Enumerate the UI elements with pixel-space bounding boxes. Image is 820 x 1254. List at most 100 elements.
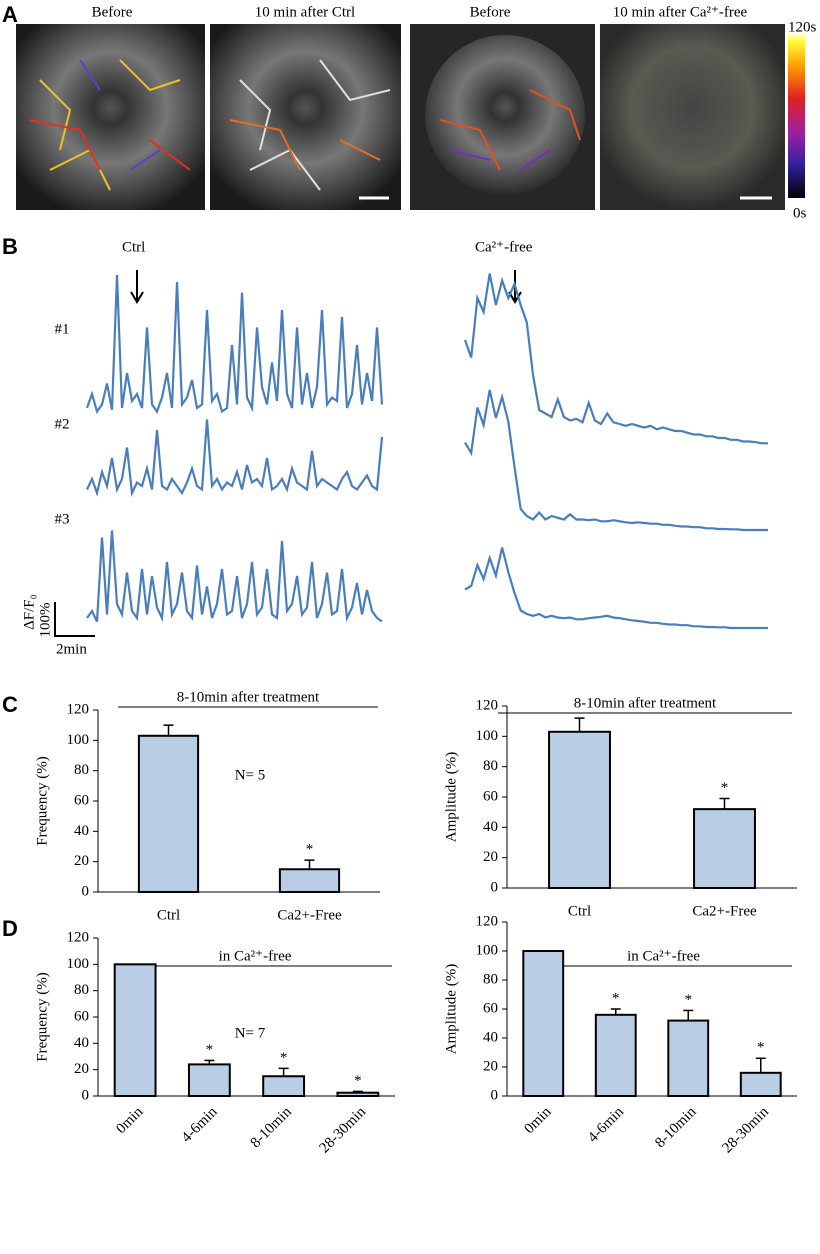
y-tick-label: 0	[82, 883, 90, 899]
trace	[464, 547, 768, 630]
scale-label: 100%	[37, 603, 53, 638]
bar	[594, 1013, 637, 1097]
x-tick-label: 0min	[521, 1104, 554, 1137]
y-axis-label: Amplitude (%)	[443, 964, 459, 1054]
bar	[187, 1063, 231, 1098]
chart-title: 8-10min after treatment	[574, 695, 717, 711]
y-tick-label: 100	[476, 942, 499, 958]
trace	[463, 273, 768, 445]
trace-label: #2	[55, 416, 70, 432]
y-tick-label: 120	[67, 929, 90, 945]
y-tick-label: 80	[483, 971, 498, 987]
bar	[693, 808, 756, 890]
y-tick-label: 120	[67, 701, 90, 717]
y-tick-label: 80	[483, 758, 498, 774]
y-tick-label: 100	[67, 956, 90, 972]
bar	[739, 1071, 782, 1098]
x-tick-label: Ctrl	[157, 907, 180, 923]
x-tick-label: 0min	[113, 1104, 146, 1137]
x-tick-label: 28-30min	[317, 1104, 370, 1157]
y-tick-label: 60	[74, 792, 89, 808]
colorbar	[788, 32, 805, 198]
x-tick-label: Ca2+-Free	[692, 903, 757, 919]
trace	[86, 530, 383, 623]
trace-title: Ca²⁺-free	[475, 239, 533, 255]
annotation: N= 5	[235, 767, 266, 783]
y-tick-label: 40	[74, 1035, 89, 1051]
significance: *	[685, 992, 693, 1008]
y-tick-label: 80	[74, 762, 89, 778]
significance: *	[280, 1050, 288, 1066]
image	[425, 35, 585, 195]
bar	[278, 868, 341, 893]
chart-title: 8-10min after treatment	[177, 689, 320, 705]
image-caption: Before	[470, 4, 511, 20]
y-axis-label: Frequency (%)	[34, 972, 50, 1062]
bar	[548, 730, 611, 889]
y-tick-label: 120	[476, 697, 499, 713]
y-axis-label: Frequency (%)	[34, 756, 50, 846]
y-tick-label: 0	[491, 879, 499, 895]
arrows	[130, 270, 522, 304]
bar	[137, 734, 200, 893]
y-tick-label: 40	[74, 823, 89, 839]
panel-label: D	[2, 916, 18, 941]
bar	[667, 1019, 710, 1097]
y-tick-label: 20	[483, 849, 498, 865]
annotation: N= 7	[235, 1025, 266, 1041]
colorbar-label: 120s	[788, 19, 817, 35]
panel-a-images	[16, 24, 805, 210]
image-caption: 10 min after Ca²⁺-free	[613, 4, 748, 20]
significance: *	[206, 1042, 214, 1058]
image	[210, 24, 401, 210]
y-tick-label: 0	[82, 1087, 90, 1103]
y-tick-label: 40	[483, 1029, 498, 1045]
image-caption: Before	[92, 4, 133, 20]
image-caption: 10 min after Ctrl	[255, 4, 355, 20]
panel-label: A	[2, 2, 18, 27]
y-tick-label: 100	[67, 732, 90, 748]
significance: *	[721, 780, 729, 796]
x-tick-label: 8-10min	[652, 1104, 700, 1152]
scale-label: ΔF/F₀	[21, 594, 37, 630]
cell-processes	[29, 59, 581, 191]
significance: *	[757, 1040, 765, 1056]
bar	[522, 950, 565, 1097]
y-tick-label: 80	[74, 982, 89, 998]
bar	[113, 963, 157, 1097]
significance: *	[306, 842, 314, 858]
y-tick-label: 40	[483, 819, 498, 835]
y-tick-label: 20	[483, 1058, 498, 1074]
y-axis-label: Amplitude (%)	[443, 752, 459, 842]
y-tick-label: 20	[74, 1061, 89, 1077]
image	[600, 24, 785, 210]
x-tick-label: 8-10min	[248, 1104, 296, 1152]
colorbar-label: 0s	[793, 205, 807, 221]
bar	[262, 1075, 306, 1097]
chart-title: in Ca²⁺-free	[627, 948, 700, 964]
image	[16, 24, 205, 210]
chart-title: in Ca²⁺-free	[219, 948, 292, 964]
panel-label: B	[2, 234, 18, 259]
scale-label: 2min	[56, 641, 87, 657]
trace-label: #3	[55, 511, 70, 527]
x-tick-label: Ca2+-Free	[277, 907, 342, 923]
y-tick-label: 0	[491, 1087, 499, 1103]
trace-label: #1	[55, 321, 70, 337]
trace-title: Ctrl	[122, 239, 145, 255]
significance: *	[612, 990, 620, 1006]
trace-scale-bar	[54, 602, 95, 637]
y-tick-label: 60	[483, 788, 498, 804]
significance: *	[354, 1073, 362, 1089]
x-tick-label: 4-6min	[179, 1104, 221, 1146]
y-tick-label: 20	[74, 853, 89, 869]
y-tick-label: 60	[483, 1000, 498, 1016]
x-tick-label: 28-30min	[719, 1104, 772, 1157]
bar	[336, 1091, 380, 1098]
trace	[85, 274, 384, 414]
y-tick-label: 100	[476, 728, 499, 744]
trace	[464, 389, 768, 532]
y-tick-label: 120	[476, 913, 499, 929]
panel-label: C	[2, 692, 18, 717]
